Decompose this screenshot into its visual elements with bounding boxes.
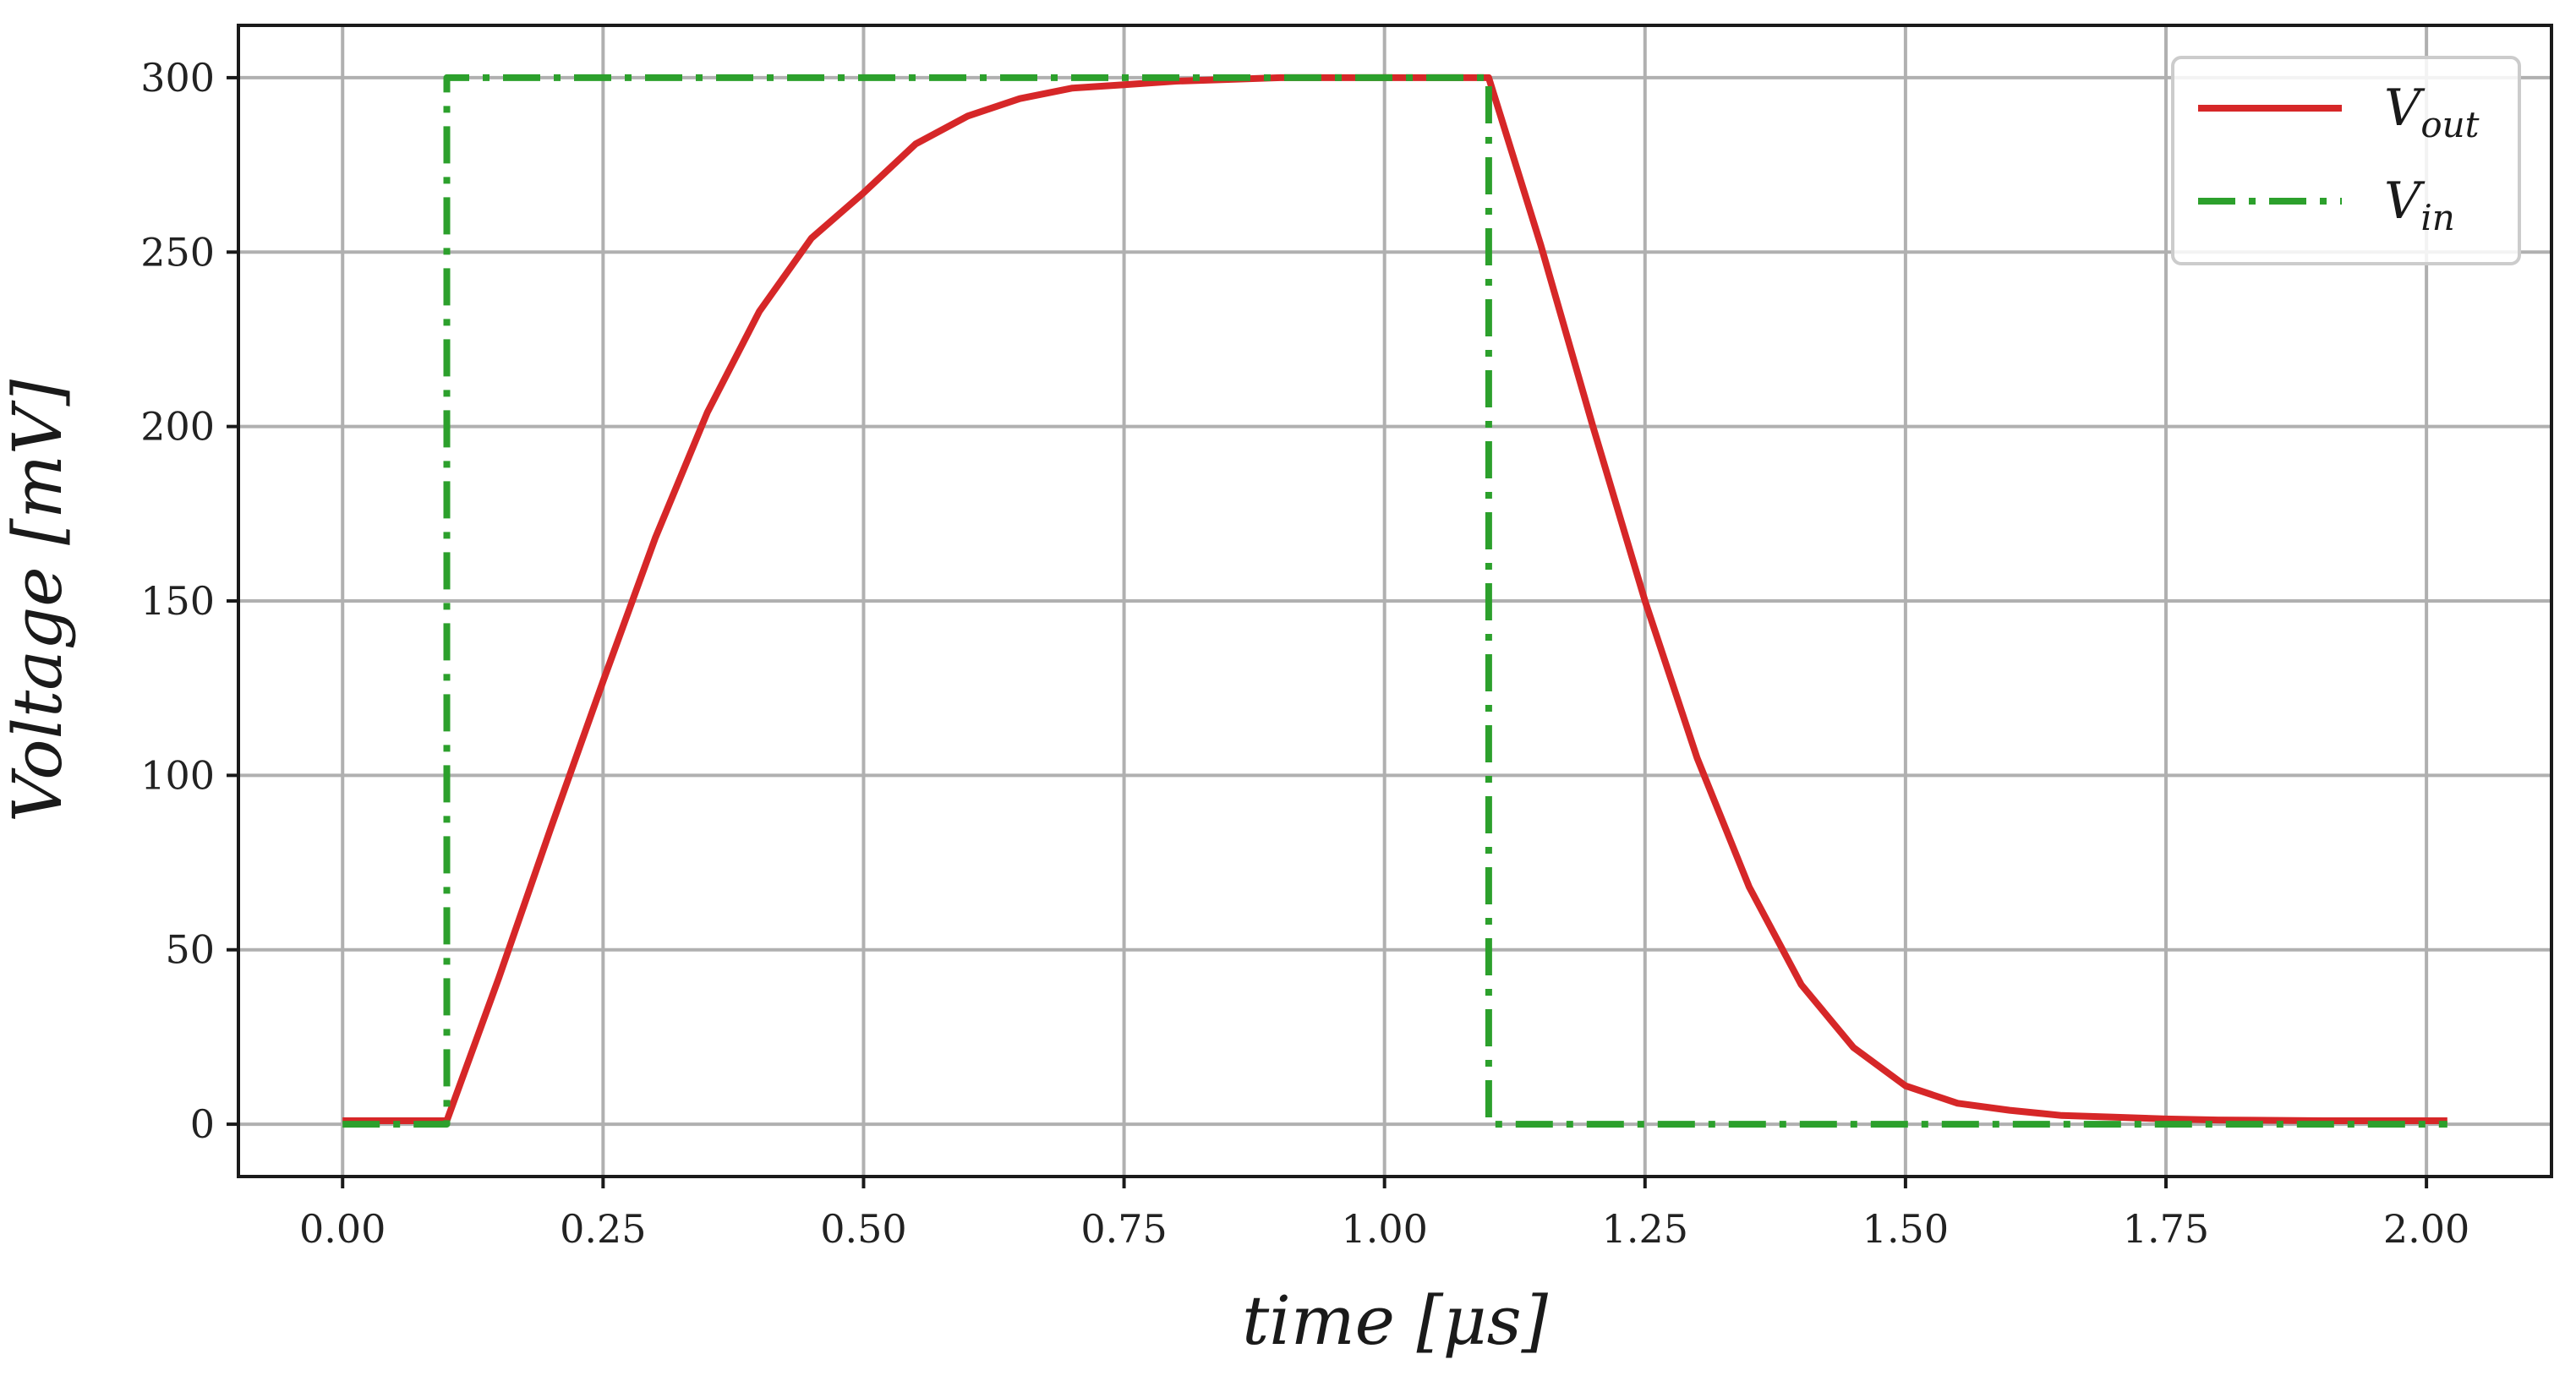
legend-label-vin: Vin — [2384, 172, 2455, 238]
y-tick-label: 300 — [140, 55, 215, 101]
series-layer — [342, 74, 2447, 1128]
x-tick-label: 0.75 — [1080, 1206, 1167, 1252]
x-axis-label: time [μs] — [1242, 1281, 1549, 1360]
x-tick-label: 0.25 — [560, 1206, 646, 1252]
y-tick-label: 0 — [190, 1101, 215, 1147]
legend-label-vout: Vout — [2384, 79, 2480, 145]
x-tick-label: 2.00 — [2383, 1206, 2469, 1252]
legend-box — [2171, 56, 2521, 265]
x-tick-label: 1.00 — [1341, 1206, 1427, 1252]
y-tick-label: 50 — [165, 927, 215, 973]
tick-layer: 0.00 0.25 0.50 0.75 1.00 1.25 1.50 1.75 2.00 0 50 1… — [140, 55, 2469, 1252]
legend: Vout Vin — [2171, 56, 2521, 265]
x-tick-label: 1.75 — [2123, 1206, 2209, 1252]
x-tick-label: 0.50 — [820, 1206, 906, 1252]
y-axis-label: Voltage [mV] — [0, 379, 77, 822]
series-line-vout — [342, 74, 2447, 1124]
y-tick-label: 250 — [140, 229, 215, 275]
y-tick-label: 100 — [140, 752, 215, 798]
y-tick-label: 200 — [140, 404, 215, 450]
y-tick-label: 150 — [140, 578, 215, 624]
series-line-vin — [342, 74, 2447, 1128]
x-tick-label: 0.00 — [299, 1206, 386, 1252]
x-tick-label: 1.50 — [1862, 1206, 1949, 1252]
x-tick-label: 1.25 — [1602, 1206, 1688, 1252]
